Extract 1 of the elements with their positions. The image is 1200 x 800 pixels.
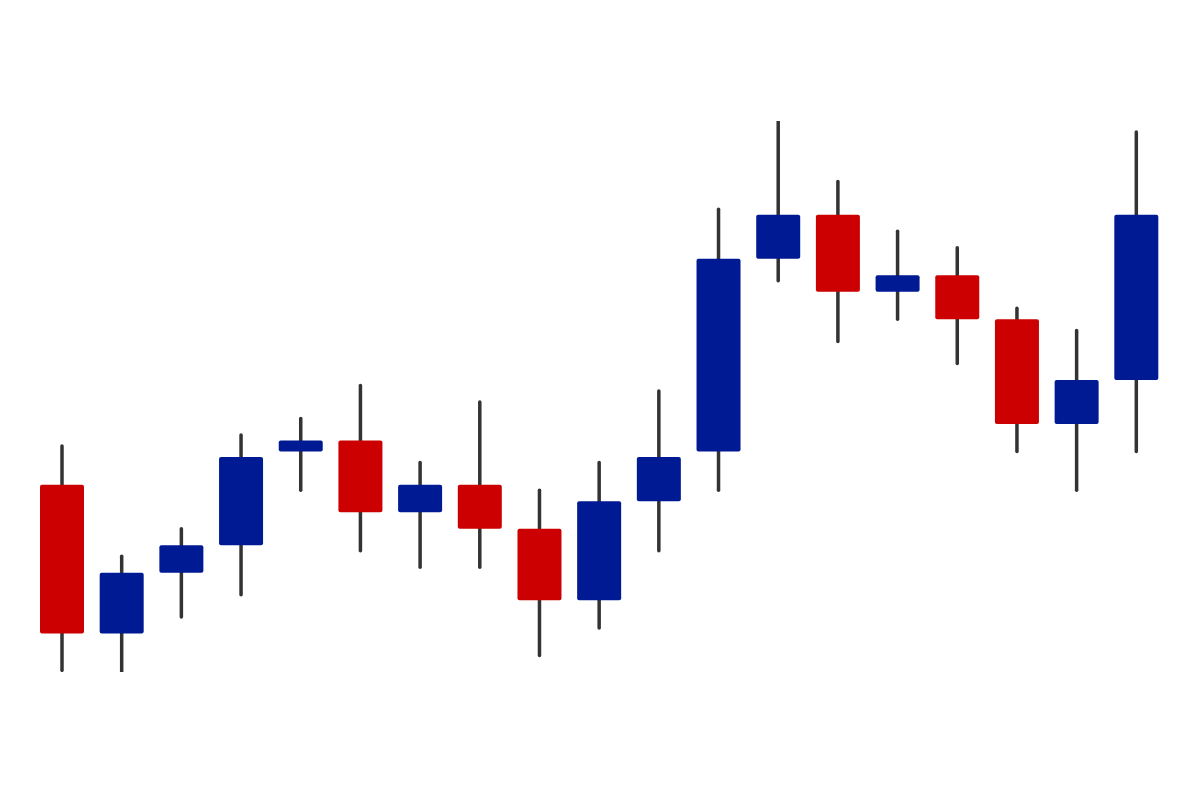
candlestick [278,416,323,492]
